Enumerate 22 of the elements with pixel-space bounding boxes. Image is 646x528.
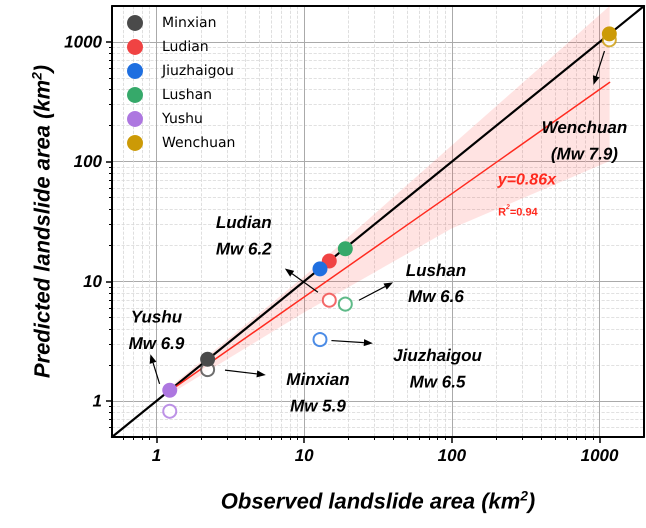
annotation: y=0.86x	[496, 172, 558, 189]
annotation: Jiuzhaigou Mw 6.5	[393, 346, 483, 392]
y-tick-label: 10	[83, 272, 103, 291]
annotation: Ludian Mw 6.2	[216, 213, 272, 259]
legend-label: Wenchuan	[162, 135, 236, 151]
legend-label: Lushan	[162, 87, 212, 103]
annotation: Yushu Mw 6.9	[128, 308, 185, 353]
x-tick-label: 10	[294, 446, 314, 465]
annotation: Minxian Mw 5.9	[286, 370, 350, 416]
y-axis-title: Predicted landslide area (km2)	[30, 64, 55, 378]
legend-label: Yushu	[161, 111, 203, 127]
x-tick-label: 1000	[580, 446, 619, 465]
y-tick-label: 100	[74, 152, 103, 172]
x-tick-label: 1	[152, 446, 162, 465]
annotation: Lushan Mw 6.6	[406, 260, 466, 306]
y-tick-label: 1	[92, 391, 102, 410]
legend-label: Ludian	[162, 39, 209, 55]
legend-label: Jiuzhaigou	[161, 63, 234, 79]
y-tick-label: 1000	[64, 32, 103, 52]
x-tick-label: 100	[438, 446, 467, 465]
legend-label: Minxian	[162, 15, 216, 31]
annotation: Wenchuan (Mw 7.9)	[542, 118, 628, 164]
